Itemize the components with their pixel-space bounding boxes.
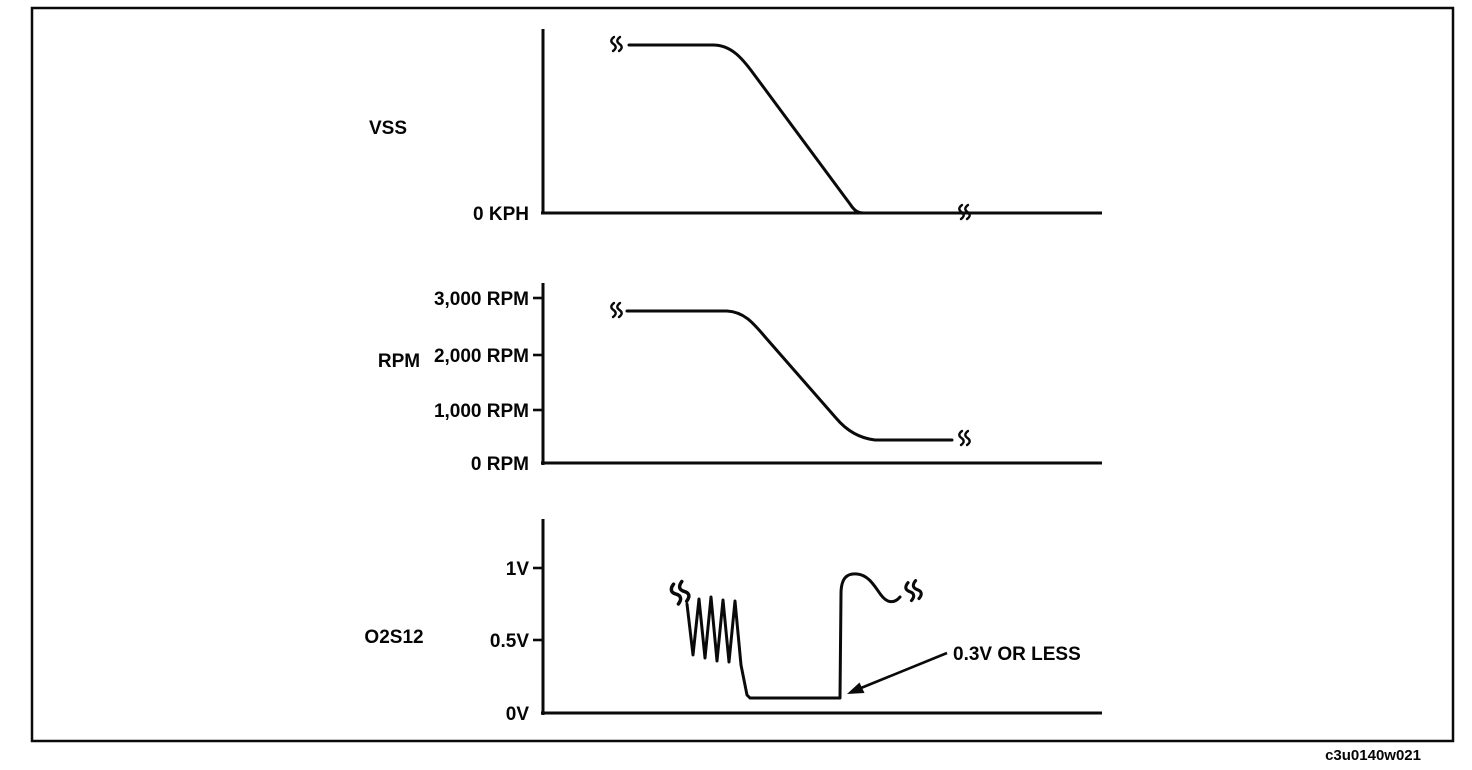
- o2s12-chart: O2S12 1V 0.5V 0V 0.3V OR LESS: [364, 519, 1102, 725]
- vss-chart-label: VSS: [369, 118, 407, 139]
- break-mark: [668, 579, 693, 607]
- o2s12-tick-label-05v: 0.5V: [490, 631, 529, 652]
- o2s12-tick-label-1v: 1V: [506, 559, 530, 580]
- rpm-tick-label-0: 0 RPM: [471, 454, 529, 475]
- vss-baseline-label: 0 KPH: [473, 204, 529, 225]
- rpm-waveform: [625, 309, 954, 442]
- rpm-tick-label-2000: 2,000 RPM: [434, 346, 529, 367]
- break-mark: [610, 35, 623, 53]
- o2s12-chart-label: O2S12: [364, 627, 423, 648]
- vss-waveform: [627, 43, 866, 215]
- figure-code: c3u0140w021: [1325, 747, 1421, 764]
- annotation-arrowhead-icon: [847, 682, 865, 694]
- break-mark: [958, 429, 971, 447]
- annotation-arrow-line: [860, 651, 948, 690]
- break-mark: [903, 578, 924, 603]
- o2s12-tick-label-0v: 0V: [506, 704, 530, 725]
- rpm-tick-label-3000: 3,000 RPM: [434, 289, 529, 310]
- rpm-chart-label: RPM: [378, 351, 420, 372]
- rpm-chart: RPM 3,000 RPM 2,000 RPM 1,000 RPM 0 RPM: [378, 283, 1102, 475]
- rpm-tick-label-1000: 1,000 RPM: [434, 401, 529, 422]
- o2s12-annotation: 0.3V OR LESS: [847, 644, 1081, 694]
- diagram-frame: [30, 6, 1455, 743]
- o2s12-annotation-label: 0.3V OR LESS: [953, 644, 1081, 665]
- vss-chart: VSS 0 KPH: [369, 29, 1102, 225]
- break-mark: [610, 301, 623, 319]
- o2s12-waveform: [685, 572, 902, 700]
